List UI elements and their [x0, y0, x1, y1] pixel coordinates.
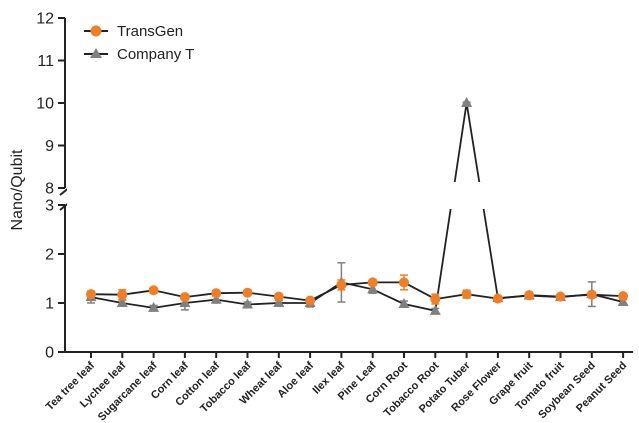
y-tick-label-8: 8	[45, 181, 54, 198]
data-point-company-t	[398, 297, 410, 308]
data-point-company-t	[273, 297, 285, 307]
data-point-company-t	[210, 293, 222, 304]
x-tick-label: Tobacco Root	[382, 359, 442, 419]
legend: TransGen Company T	[84, 23, 194, 63]
data-point-transgen	[211, 288, 222, 299]
legend-item-company-t: Company T	[84, 46, 194, 63]
y-tick-label-0: 0	[45, 345, 54, 362]
data-point-transgen	[618, 291, 629, 302]
data-point-transgen	[461, 289, 472, 300]
series-layer	[67, 97, 636, 315]
y-tick-label-12: 12	[36, 11, 54, 28]
legend-marker-company-t	[90, 48, 102, 58]
data-point-company-t	[242, 298, 253, 309]
legend-label-transgen: TransGen	[117, 23, 183, 40]
series-line-transgen	[90, 281, 624, 302]
data-point-transgen	[430, 294, 441, 305]
data-point-transgen	[336, 279, 347, 290]
data-point-transgen	[555, 291, 566, 302]
data-point-transgen	[273, 291, 284, 302]
data-point-transgen	[399, 277, 409, 288]
data-point-company-t	[461, 97, 473, 107]
y-tick-label-1: 1	[45, 296, 54, 313]
data-point-transgen	[117, 289, 128, 300]
data-point-transgen	[179, 292, 190, 303]
legend-label-company-t: Company T	[117, 46, 194, 63]
y-tick-label-9: 9	[45, 138, 54, 155]
data-point-transgen	[86, 289, 96, 300]
y-tick-label-2: 2	[45, 247, 54, 264]
data-point-transgen	[586, 289, 597, 300]
data-point-transgen	[367, 277, 378, 288]
data-point-transgen	[492, 293, 503, 304]
data-point-transgen	[524, 290, 535, 301]
axis-break-gap	[67, 182, 636, 209]
legend-marker-transgen	[90, 25, 102, 37]
data-point-company-t	[429, 304, 441, 315]
data-point-company-t	[148, 301, 160, 312]
axes-layer	[58, 17, 634, 358]
data-point-company-t	[367, 283, 379, 294]
legend-item-transgen: TransGen	[84, 23, 183, 40]
y-axis-title: Nano/Qubit	[9, 149, 26, 230]
y-tick-label-11: 11	[37, 53, 54, 70]
data-point-company-t	[116, 297, 128, 307]
data-point-transgen	[305, 295, 316, 306]
data-point-transgen	[242, 287, 253, 298]
y-tick-label-3: 3	[45, 198, 54, 215]
data-point-transgen	[148, 285, 159, 296]
y-tick-label-10: 10	[36, 96, 54, 113]
